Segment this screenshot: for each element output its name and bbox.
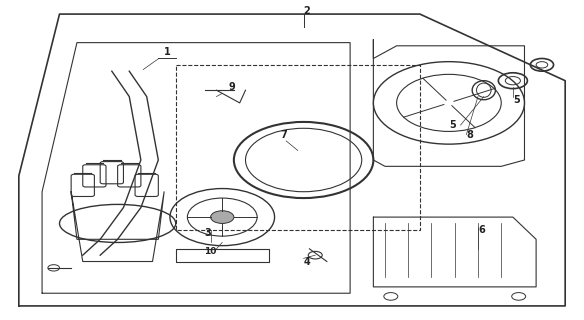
Circle shape	[211, 211, 234, 223]
Text: 9: 9	[228, 82, 235, 92]
Text: 5: 5	[513, 95, 520, 105]
Text: 8: 8	[467, 130, 473, 140]
Text: 7: 7	[280, 130, 287, 140]
Text: 2: 2	[304, 6, 310, 24]
Text: 6: 6	[478, 225, 485, 235]
Text: 10: 10	[204, 247, 217, 257]
Text: 4: 4	[304, 257, 310, 267]
Text: 5: 5	[449, 120, 456, 130]
Text: 3: 3	[205, 228, 211, 238]
Text: 1: 1	[143, 47, 171, 69]
